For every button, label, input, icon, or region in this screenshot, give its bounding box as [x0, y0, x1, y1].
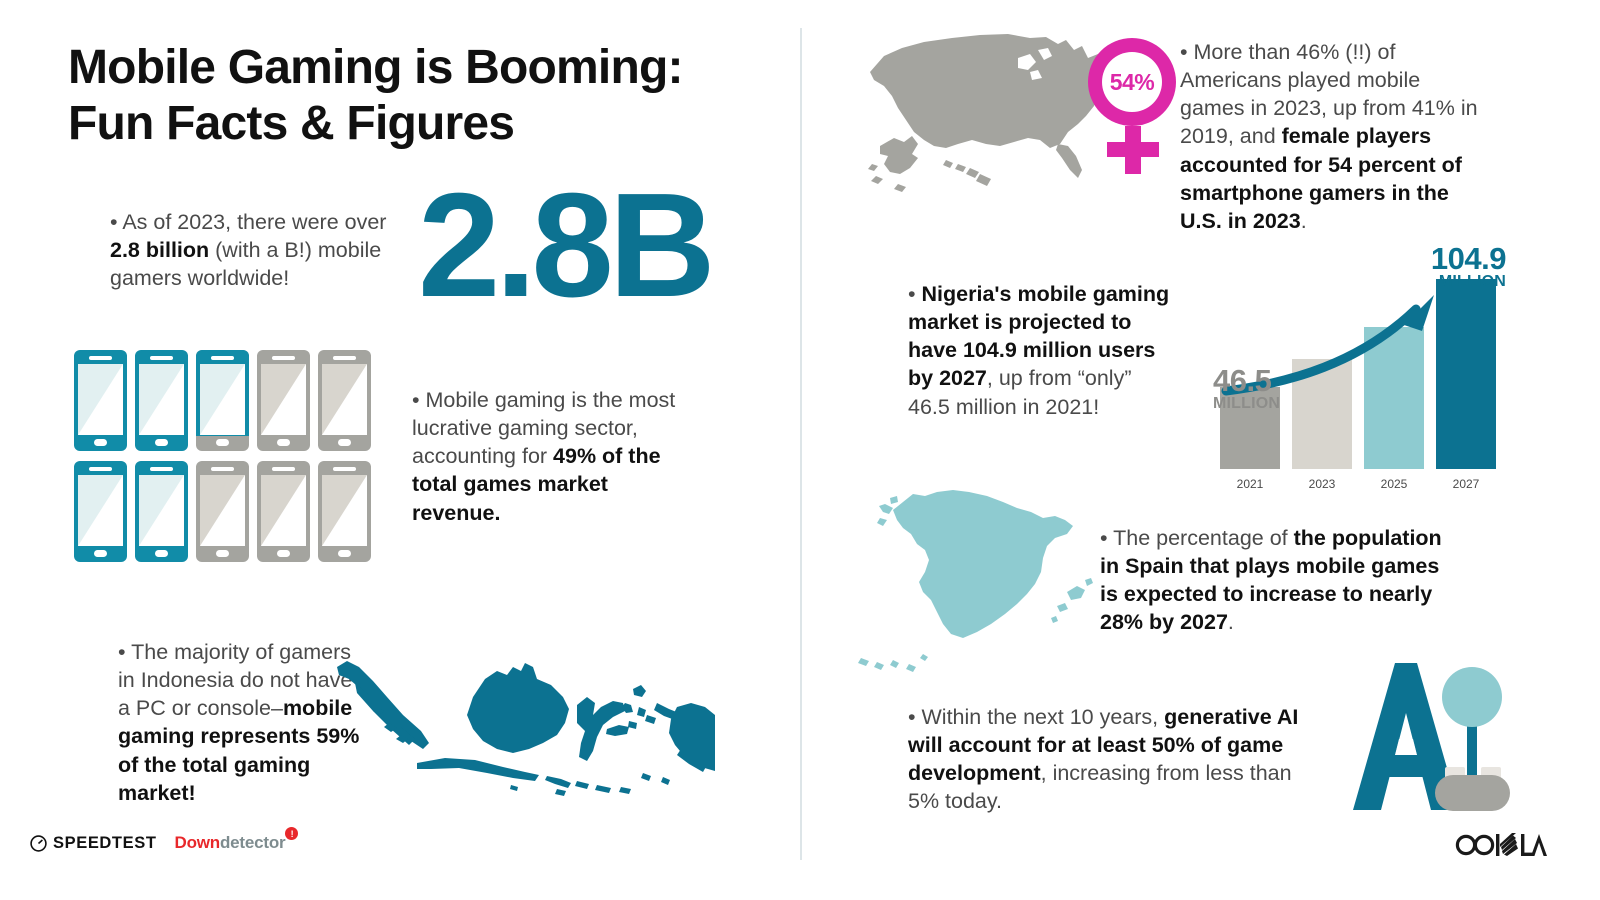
united-states-map-icon [862, 28, 1162, 203]
female-symbol-badge: 54% [1088, 38, 1178, 183]
column-divider [800, 28, 802, 860]
speedtest-wordmark: SPEEDTEST [53, 833, 157, 852]
fact-spain-population: • The percentage of the population in Sp… [1100, 524, 1460, 637]
speedtest-logo: SPEEDTEST [30, 834, 157, 853]
joystick-stick-icon [1467, 705, 1477, 777]
bullet-icon: • [118, 640, 126, 664]
page-title: Mobile Gaming is Booming: Fun Facts & Fi… [68, 40, 748, 151]
fact-text-part-1: , up from “only” 46.5 million in 2021! [908, 366, 1132, 419]
annotation-value: 104.9 [1430, 241, 1507, 276]
bar-2021 [1220, 387, 1280, 469]
phone-row [74, 461, 379, 562]
chart-tick-2021: 2021 [1236, 477, 1264, 491]
phone-icon-filled [74, 350, 127, 451]
big-number-2-8b: 2.8B [418, 163, 716, 328]
bullet-icon: • [1180, 40, 1188, 64]
fact-nigeria-market: • Nigeria's mobile gaming market is proj… [908, 280, 1176, 421]
fact-text-bold-1: 2.8 billion [110, 238, 210, 263]
footer-brand-logos: SPEEDTEST Downdetector ! [30, 827, 299, 853]
fact-text-part-1: Mobile gaming is the most lucrative gami… [412, 388, 676, 469]
phone-icon-filled [74, 461, 127, 562]
chart-annotation-46-5-million: 46.5 MILLION [1213, 365, 1280, 412]
phone-icon-filled [135, 350, 188, 451]
fact-generative-ai: • Within the next 10 years, generative A… [908, 703, 1300, 816]
joystick-ball-icon [1442, 667, 1502, 727]
phone-row [74, 350, 379, 451]
growth-arrow-icon [1221, 295, 1434, 396]
fact-text-part-1: More than 46% (!!) of Americans played m… [1180, 40, 1478, 149]
phone-icon-empty [257, 350, 310, 451]
fact-text-part-1: The majority of gamers in Indonesia do n… [118, 640, 353, 721]
fact-text-bold-1: 49% of the total games market revenue. [412, 444, 661, 525]
downdetector-detector-text: detector [219, 833, 286, 852]
fact-mobile-gamers-worldwide: • As of 2023, there were over 2.8 billio… [110, 208, 410, 292]
fact-text-bold-1: the population in Spain that plays mobil… [1100, 526, 1442, 635]
fact-text-part-1: As of 2023, there were over [122, 210, 387, 234]
fact-text-bold-1: generative AI will account for at least … [908, 705, 1299, 786]
annotation-unit: MILLION [1213, 395, 1281, 412]
indonesia-map-icon [325, 645, 715, 800]
phone-icon-empty [196, 461, 249, 562]
fact-text-part-1: Within the next 10 years, [921, 705, 1165, 729]
bullet-icon: • [412, 388, 420, 412]
bullet-icon: • [110, 210, 118, 234]
fact-lucrative-sector: • Mobile gaming is the most lucrative ga… [412, 386, 682, 527]
bullet-icon: • [908, 282, 916, 306]
fact-text-part-2: , increasing from less than 5% today. [908, 761, 1292, 814]
venus-circle-icon: 54% [1088, 38, 1176, 126]
ai-joystick-graphic [1335, 655, 1510, 815]
venus-cross-icon [1107, 142, 1159, 157]
chart-tick-2027: 2027 [1452, 477, 1480, 491]
fact-text-bold-1: Nigeria's mobile gaming market is projec… [908, 282, 1170, 391]
bullet-icon: • [908, 705, 916, 729]
letter-a-icon [1353, 663, 1459, 810]
annotation-unit: MILLION [1438, 273, 1506, 290]
chart-plot-area [1220, 279, 1500, 469]
phone-icon-empty [318, 350, 371, 451]
fact-us-mobile-gamers: • More than 46% (!!) of Americans played… [1180, 38, 1480, 235]
speedometer-icon [30, 834, 47, 852]
chart-tick-2025: 2025 [1380, 477, 1408, 491]
spain-map-icon [845, 472, 1095, 677]
downdetector-down-text: Down [174, 833, 221, 852]
fact-text-bold-1: female players accounted for 54 percent … [1180, 124, 1462, 233]
annotation-value: 46.5 [1213, 363, 1272, 398]
fact-text-bold-1: mobile gaming represents 59% of the tota… [118, 696, 360, 805]
bar-2025 [1364, 327, 1424, 469]
joystick-base-icon [1435, 775, 1510, 811]
phone-icon-empty [257, 461, 310, 562]
venus-percent-value: 54% [1102, 52, 1162, 112]
fact-text-part-2: . [1227, 610, 1234, 635]
chart-tick-2023: 2023 [1308, 477, 1336, 491]
bullet-icon: • [1100, 526, 1108, 550]
fact-text-part-2: (with a B!) mobile gamers worldwide! [110, 238, 382, 291]
downdetector-logo: Downdetector ! [174, 827, 299, 853]
fact-text-part-2: . [1300, 208, 1307, 233]
phone-icon-filled [135, 461, 188, 562]
fact-text-part-1: The percentage of [1113, 526, 1294, 550]
chart-annotation-104-9-million: 104.9 MILLION [1428, 241, 1507, 290]
phone-pictogram-grid [74, 350, 379, 570]
fact-indonesia: • The majority of gamers in Indonesia do… [118, 638, 368, 807]
nigeria-users-bar-chart: 2021 2023 2025 2027 [1210, 235, 1500, 495]
downdetector-alert-badge-icon: ! [285, 827, 299, 840]
ookla-logo [1455, 832, 1547, 861]
bar-2027 [1436, 279, 1496, 469]
phone-icon-partial [196, 350, 249, 451]
headline-line-2: Fun Facts & Figures [68, 96, 515, 150]
headline-line-1: Mobile Gaming is Booming: [68, 41, 683, 94]
phone-icon-empty [318, 461, 371, 562]
